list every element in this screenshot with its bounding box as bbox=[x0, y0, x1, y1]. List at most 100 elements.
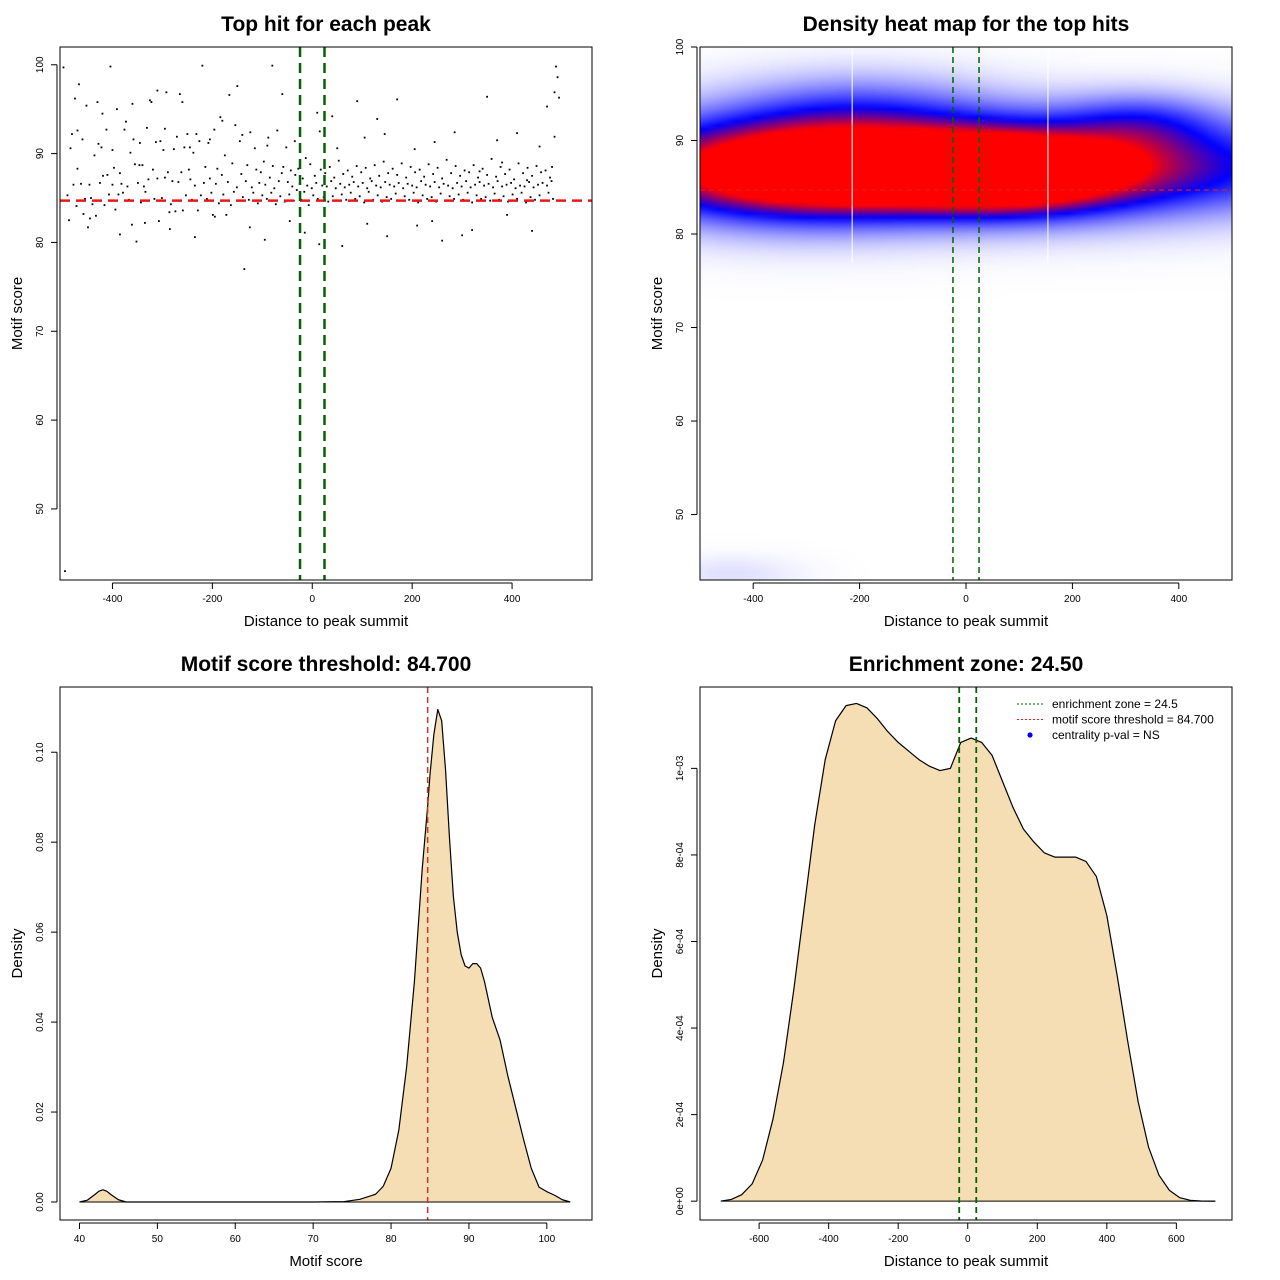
scatter-point bbox=[303, 190, 306, 193]
scatter-point bbox=[431, 220, 434, 223]
scatter-point bbox=[553, 135, 556, 138]
y-tick-label: 60 bbox=[35, 414, 46, 426]
scatter-point bbox=[76, 129, 79, 132]
y-tick-label: 90 bbox=[35, 148, 46, 160]
scatter-point bbox=[119, 233, 121, 236]
scatter-point bbox=[477, 176, 480, 179]
scatter-point bbox=[162, 0, 164, 2]
y-axis-label: Density bbox=[9, 928, 26, 979]
scatter-point bbox=[510, 182, 512, 184]
scatter-point bbox=[416, 224, 419, 227]
scatter-point bbox=[321, 184, 324, 187]
scatter-point bbox=[474, 183, 477, 186]
scatter-point bbox=[231, 162, 234, 165]
scatter-point bbox=[471, 201, 474, 204]
scatter-point bbox=[501, 185, 503, 188]
scatter-point bbox=[204, 166, 207, 168]
x-tick-label: 0 bbox=[309, 594, 315, 605]
scatter-point bbox=[373, 164, 376, 167]
scatter-point bbox=[354, 198, 357, 200]
scatter-point bbox=[241, 196, 244, 199]
scatter-point bbox=[486, 95, 488, 98]
scatter-point bbox=[286, 181, 289, 183]
y-tick-label: 6e-04 bbox=[675, 928, 686, 954]
scatter-point bbox=[506, 213, 508, 216]
scatter-point bbox=[340, 193, 343, 196]
scatter-point bbox=[522, 172, 524, 175]
scatter-point bbox=[423, 175, 426, 178]
scatter-point bbox=[453, 198, 456, 200]
x-tick-label: -400 bbox=[102, 594, 122, 605]
scatter-point bbox=[198, 140, 201, 143]
scatter-point bbox=[165, 91, 168, 94]
y-axis-label: Motif score bbox=[649, 277, 666, 350]
scatter-point bbox=[304, 157, 307, 159]
y-axis: 0.00 0.02 0.04 0.06 0.08 0.10 bbox=[35, 742, 58, 1212]
scatter-point bbox=[143, 185, 145, 188]
scatter-point bbox=[111, 149, 114, 151]
x-axis-label: Distance to peak summit bbox=[884, 1253, 1049, 1270]
x-axis: -600 -400 -200 0 200 400 600 bbox=[749, 1222, 1185, 1245]
scatter-point bbox=[155, 141, 157, 143]
scatter-point bbox=[247, 198, 250, 201]
scatter-point bbox=[355, 165, 358, 167]
scatter-point bbox=[164, 176, 166, 179]
scatter-point bbox=[417, 201, 420, 204]
scatter-point bbox=[259, 171, 262, 174]
scatter-point bbox=[316, 111, 319, 114]
scatter-point bbox=[393, 185, 396, 188]
scatter-point bbox=[328, 166, 331, 168]
scatter-point bbox=[202, 182, 205, 184]
scatter-point bbox=[413, 148, 416, 151]
scatter-point bbox=[531, 174, 533, 177]
scatter-point bbox=[436, 166, 439, 169]
scatter-point bbox=[442, 182, 445, 185]
scatter-point bbox=[438, 186, 441, 189]
scatter-point bbox=[453, 131, 456, 134]
y-tick-label: 50 bbox=[35, 503, 46, 515]
scatter-point bbox=[201, 64, 204, 67]
x-tick-label: -200 bbox=[850, 594, 870, 605]
scatter-point bbox=[327, 200, 330, 203]
scatter-point bbox=[228, 94, 231, 96]
x-tick-label: 90 bbox=[463, 1234, 475, 1245]
y-tick-label: 2e-04 bbox=[675, 1101, 686, 1127]
scatter-point bbox=[546, 184, 548, 187]
scatter-point bbox=[71, 133, 73, 135]
scatter-point bbox=[181, 209, 184, 212]
scatter-point bbox=[517, 162, 520, 165]
scatter-point bbox=[478, 170, 481, 173]
scatter-point bbox=[403, 195, 406, 198]
scatter-point bbox=[168, 211, 171, 214]
scatter-point bbox=[270, 191, 273, 194]
chart-title: Motif score threshold: 84.700 bbox=[181, 653, 472, 676]
scatter-point bbox=[384, 181, 387, 183]
y-tick-label: 100 bbox=[675, 38, 686, 55]
scatter-point bbox=[256, 202, 259, 205]
scatter-point bbox=[238, 140, 241, 143]
x-tick-label: -400 bbox=[819, 1234, 839, 1245]
x-axis-label: Distance to peak summit bbox=[884, 613, 1049, 630]
scatter-point bbox=[339, 182, 342, 185]
scatter-point bbox=[222, 193, 225, 196]
scatter-point bbox=[448, 195, 451, 198]
scatter-point bbox=[363, 201, 366, 204]
scatter-point bbox=[433, 181, 436, 183]
legend-entry: centrality p-val = NS bbox=[1052, 728, 1160, 742]
scatter-point bbox=[297, 167, 300, 170]
scatter-point bbox=[216, 167, 219, 170]
scatter-point bbox=[408, 198, 411, 201]
scatter-point bbox=[268, 176, 271, 179]
scatter-point bbox=[261, 0, 263, 2]
scatter-point bbox=[457, 193, 460, 196]
scatter-point bbox=[333, 176, 336, 179]
scatter-point bbox=[255, 168, 258, 171]
scatter-point bbox=[463, 169, 466, 172]
scatter-point bbox=[551, 166, 553, 168]
scatter-point bbox=[214, 182, 217, 185]
scatter-point bbox=[126, 185, 129, 188]
scatter-point bbox=[537, 183, 539, 186]
scatter-point bbox=[153, 198, 156, 200]
scatter-point bbox=[85, 104, 88, 107]
scatter-point bbox=[99, 182, 101, 184]
